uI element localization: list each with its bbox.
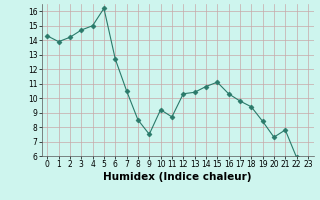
- X-axis label: Humidex (Indice chaleur): Humidex (Indice chaleur): [103, 172, 252, 182]
